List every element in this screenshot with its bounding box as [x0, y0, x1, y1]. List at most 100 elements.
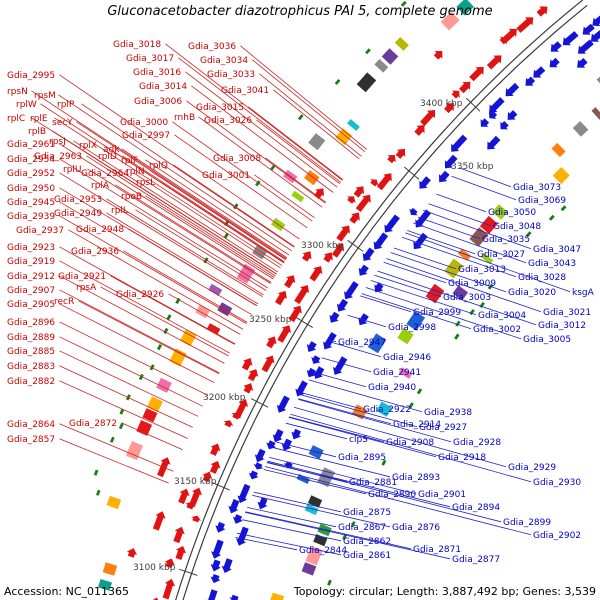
gene-label[interactable]: Gdia_3036 — [188, 42, 236, 52]
gene-label[interactable]: Gdia_3026 — [204, 116, 252, 126]
gene-label[interactable]: Gdia_3020 — [508, 288, 556, 298]
gene-label[interactable]: Gdia_2901 — [418, 490, 466, 500]
gene-label[interactable]: Gdia_2882 — [7, 377, 55, 387]
gene-label[interactable]: Gdia_3016 — [133, 68, 181, 78]
gene-label[interactable]: Gdia_2950 — [7, 184, 55, 194]
gene-label[interactable]: Gdia_3018 — [113, 40, 161, 50]
gene-label[interactable]: clpS — [349, 435, 368, 445]
gene-label[interactable]: Gdia_2928 — [453, 438, 501, 448]
gene-label[interactable]: Gdia_2893 — [392, 473, 440, 483]
gene-label[interactable]: Gdia_3033 — [207, 70, 255, 80]
gene-label[interactable]: Gdia_2905 — [7, 300, 55, 310]
gene-label[interactable]: Gdia_2940 — [368, 383, 416, 393]
gene-label[interactable]: Gdia_2921 — [58, 272, 106, 282]
gene-label[interactable]: rnhB — [174, 113, 195, 123]
gene-label[interactable]: Gdia_3069 — [518, 196, 566, 206]
gene-label[interactable]: Gdia_2864 — [7, 420, 55, 430]
gene-label[interactable]: Gdia_3048 — [493, 222, 541, 232]
gene-label[interactable]: rplN — [126, 167, 145, 177]
gene-label[interactable]: Gdia_2871 — [413, 545, 461, 555]
gene-label[interactable]: rplC — [7, 114, 25, 124]
gene-label[interactable]: Gdia_3006 — [134, 97, 182, 107]
gene-label[interactable]: Gdia_2857 — [7, 435, 55, 445]
gene-label[interactable]: rpsM — [34, 91, 56, 101]
gene-label[interactable]: Gdia_2876 — [392, 523, 440, 533]
gene-label[interactable]: Gdia_3005 — [523, 335, 571, 345]
gene-label[interactable]: rplD — [98, 152, 117, 162]
gene-label[interactable]: Gdia_2896 — [7, 318, 55, 328]
gene-label[interactable]: Gdia_2953 — [54, 195, 102, 205]
gene-label[interactable]: Gdia_3017 — [126, 54, 174, 64]
gene-label[interactable]: rplX — [79, 141, 97, 151]
gene-label[interactable]: Gdia_2952 — [7, 169, 55, 179]
gene-label[interactable]: Gdia_3001 — [202, 171, 250, 181]
gene-label[interactable]: rplP — [57, 100, 75, 110]
gene-label[interactable]: Gdia_3014 — [139, 82, 187, 92]
gene-label[interactable]: Gdia_2947 — [338, 338, 386, 348]
gene-label[interactable]: Gdia_2885 — [7, 347, 55, 357]
gene-label[interactable]: rpoB — [121, 192, 142, 202]
gene-label[interactable]: Gdia_2883 — [7, 362, 55, 372]
gene-label[interactable]: Gdia_2941 — [373, 368, 421, 378]
gene-label[interactable]: recR — [54, 297, 74, 307]
gene-label[interactable]: Gdia_3047 — [533, 245, 581, 255]
gene-label[interactable]: Gdia_2899 — [503, 518, 551, 528]
gene-label[interactable]: rplF — [121, 156, 138, 166]
gene-label[interactable]: Gdia_2963 — [34, 152, 82, 162]
gene-label[interactable]: Gdia_2890 — [368, 490, 416, 500]
gene-label[interactable]: Gdia_2902 — [533, 531, 581, 541]
gene-label[interactable]: Gdia_3000 — [120, 118, 168, 128]
gene-label[interactable]: Gdia_2964 — [81, 169, 129, 179]
gene-label[interactable]: Gdia_3003 — [443, 293, 491, 303]
gene-label[interactable]: Gdia_2997 — [122, 131, 170, 141]
gene-label[interactable]: rpsJ — [49, 137, 66, 147]
gene-label[interactable]: Gdia_2926 — [116, 290, 164, 300]
gene-label[interactable]: Gdia_2862 — [343, 537, 391, 547]
gene-label[interactable]: Gdia_2945 — [7, 198, 55, 208]
gene-label[interactable]: Gdia_3015 — [196, 103, 244, 113]
gene-label[interactable]: Gdia_2995 — [7, 71, 55, 81]
gene-label[interactable]: Gdia_3034 — [200, 56, 248, 66]
gene-label[interactable]: Gdia_2861 — [343, 551, 391, 561]
gene-label[interactable]: ksgA — [572, 288, 595, 298]
gene-label[interactable]: rplA — [91, 181, 110, 191]
gene-label[interactable]: Gdia_2923 — [7, 243, 55, 253]
gene-label[interactable]: Gdia_3043 — [528, 259, 576, 269]
gene-label[interactable]: Gdia_3073 — [513, 183, 561, 193]
gene-label[interactable]: Gdia_3050 — [488, 208, 536, 218]
gene-label[interactable]: rplL — [111, 206, 128, 216]
gene-label[interactable]: Gdia_3008 — [213, 154, 261, 164]
gene-label[interactable]: Gdia_2875 — [343, 508, 391, 518]
gene-label[interactable]: Gdia_2927 — [419, 423, 467, 433]
gene-label[interactable]: Gdia_2949 — [54, 209, 102, 219]
gene-label[interactable]: rplU — [63, 165, 82, 175]
gene-label[interactable]: Gdia_2961 — [7, 140, 55, 150]
gene-label[interactable]: Gdia_2938 — [424, 408, 472, 418]
gene-label[interactable]: Gdia_2998 — [388, 323, 436, 333]
gene-label[interactable]: Gdia_2918 — [438, 453, 486, 463]
gene-label[interactable]: Gdia_2922 — [363, 405, 411, 415]
gene-label[interactable]: Gdia_2948 — [76, 225, 124, 235]
gene-label[interactable]: Gdia_3012 — [538, 321, 586, 331]
gene-label[interactable]: Gdia_2930 — [533, 478, 581, 488]
gene-label[interactable]: Gdia_2999 — [413, 308, 461, 318]
gene-label[interactable]: rplQ — [149, 161, 168, 171]
gene-label[interactable]: rplB — [28, 127, 46, 137]
gene-label[interactable]: Gdia_2895 — [338, 453, 386, 463]
gene-label[interactable]: rpsN — [7, 87, 28, 97]
gene-label[interactable]: Gdia_3004 — [478, 311, 526, 321]
gene-label[interactable]: Gdia_2889 — [7, 333, 55, 343]
gene-label[interactable]: Gdia_2907 — [7, 286, 55, 296]
gene-label[interactable]: Gdia_3041 — [221, 86, 269, 96]
gene-label[interactable]: Gdia_2912 — [7, 272, 55, 282]
gene-label[interactable]: Gdia_3021 — [543, 308, 591, 318]
gene-label[interactable]: rplE — [30, 114, 48, 124]
gene-label[interactable]: Gdia_2954 — [7, 155, 55, 165]
gene-label[interactable]: Gdia_2929 — [508, 463, 556, 473]
gene-label[interactable]: Gdia_3027 — [477, 250, 525, 260]
gene-label[interactable]: Gdia_2867 — [338, 523, 386, 533]
gene-label[interactable]: Gdia_2877 — [452, 555, 500, 565]
gene-label[interactable]: Gdia_2914 — [393, 420, 441, 430]
gene-label[interactable]: Gdia_3009 — [448, 279, 496, 289]
gene-label[interactable]: secY — [52, 118, 73, 128]
